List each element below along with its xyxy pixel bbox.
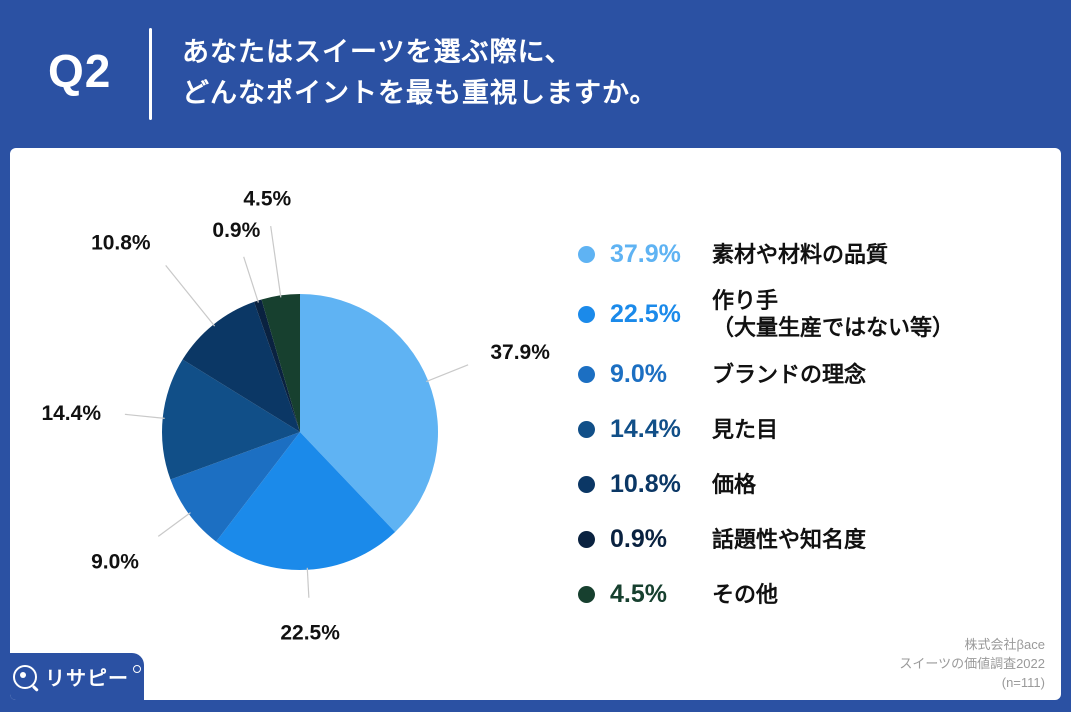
legend-percent: 0.9% xyxy=(610,524,667,553)
question-line-2: どんなポイントを最も重視しますか。 xyxy=(182,78,658,108)
legend-label: 作り手 （大量生産ではない等） xyxy=(712,288,955,340)
question-title: あなたはスイーツを選ぶ際に、 どんなポイントを最も重視しますか。 xyxy=(182,32,657,114)
legend-color-dot xyxy=(578,420,595,438)
question-line-1: あなたはスイーツを選ぶ際に、 xyxy=(182,37,573,67)
legend-item: 9.0% ブランドの理念 xyxy=(578,352,1048,396)
resapi-logo-icon xyxy=(13,664,37,689)
resapi-logo: リサピー xyxy=(10,653,144,700)
legend-label: 価格 xyxy=(712,471,757,497)
source-company: 株式会社βace xyxy=(964,637,1045,652)
legend-label: 見た目 xyxy=(712,416,779,442)
legend-color-dot xyxy=(578,530,595,548)
legend-color-dot xyxy=(578,365,595,383)
legend-color-dot xyxy=(578,475,595,493)
legend: 37.9% 素材や材料の品質 22.5% 作り手 （大量生産ではない等） 9.0… xyxy=(578,232,1048,627)
legend-color-dot xyxy=(578,245,595,263)
resapi-logo-mark xyxy=(133,665,141,673)
legend-percent: 37.9% xyxy=(610,239,681,268)
legend-label: その他 xyxy=(712,581,779,607)
question-number: Q2 xyxy=(48,45,112,97)
resapi-logo-text: リサピー xyxy=(45,668,129,690)
source-survey: スイーツの価値調査2022 xyxy=(899,656,1045,671)
legend-color-dot xyxy=(578,585,595,603)
legend-item: 10.8% 価格 xyxy=(578,462,1048,506)
legend-label: 話題性や知名度 xyxy=(712,526,867,552)
source-sample-size: (n=111) xyxy=(1001,675,1045,690)
legend-item: 0.9% 話題性や知名度 xyxy=(578,517,1048,561)
source-note: 株式会社βace スイーツの価値調査2022 (n=111) xyxy=(899,635,1045,692)
legend-item: 22.5% 作り手 （大量生産ではない等） xyxy=(578,287,1048,341)
header-divider xyxy=(149,28,152,120)
legend-color-dot xyxy=(578,305,595,323)
legend-item: 4.5% その他 xyxy=(578,572,1048,616)
legend-percent: 9.0% xyxy=(610,359,667,388)
legend-label: ブランドの理念 xyxy=(712,361,867,387)
legend-percent: 14.4% xyxy=(610,414,681,443)
legend-item: 37.9% 素材や材料の品質 xyxy=(578,232,1048,276)
legend-percent: 4.5% xyxy=(610,579,667,608)
legend-percent: 22.5% xyxy=(610,299,681,328)
legend-item: 14.4% 見た目 xyxy=(578,407,1048,451)
legend-percent: 10.8% xyxy=(610,469,681,498)
legend-label: 素材や材料の品質 xyxy=(712,241,889,267)
